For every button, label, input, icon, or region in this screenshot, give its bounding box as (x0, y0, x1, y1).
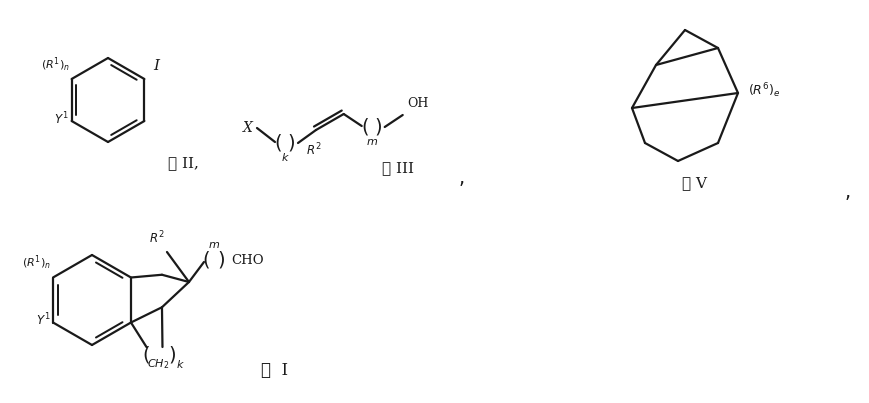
Text: X: X (242, 121, 253, 135)
Text: ,: , (844, 183, 850, 202)
Text: $R^2$: $R^2$ (306, 142, 322, 159)
Text: (: ( (143, 345, 150, 364)
Text: 式 II,: 式 II, (168, 156, 198, 170)
Text: $(R^1)_n$: $(R^1)_n$ (41, 56, 70, 74)
Text: 式 V: 式 V (681, 176, 706, 190)
Text: 式 III: 式 III (381, 161, 414, 175)
Text: $CH_2$: $CH_2$ (147, 357, 169, 371)
Text: (: ( (274, 133, 282, 152)
Text: $(R^6)_e$: $(R^6)_e$ (747, 82, 779, 100)
Text: $(R^1)_n$: $(R^1)_n$ (22, 253, 51, 272)
Text: m: m (209, 240, 219, 250)
Text: 式  I: 式 I (262, 363, 289, 380)
Text: (: ( (202, 251, 209, 270)
Text: OH: OH (408, 97, 428, 110)
Text: $Y^1$: $Y^1$ (54, 111, 69, 127)
Text: CHO: CHO (230, 253, 263, 266)
Text: I: I (153, 59, 159, 73)
Text: ): ) (169, 345, 176, 364)
Text: ): ) (374, 118, 381, 137)
Text: k: k (282, 153, 288, 163)
Text: ): ) (287, 133, 295, 152)
Text: ,: , (459, 168, 465, 187)
Text: m: m (366, 137, 377, 147)
Text: k: k (176, 360, 182, 370)
Text: ): ) (217, 251, 224, 270)
Text: $Y^1$: $Y^1$ (36, 312, 50, 329)
Text: (: ( (361, 118, 368, 137)
Text: $R^2$: $R^2$ (149, 229, 163, 246)
